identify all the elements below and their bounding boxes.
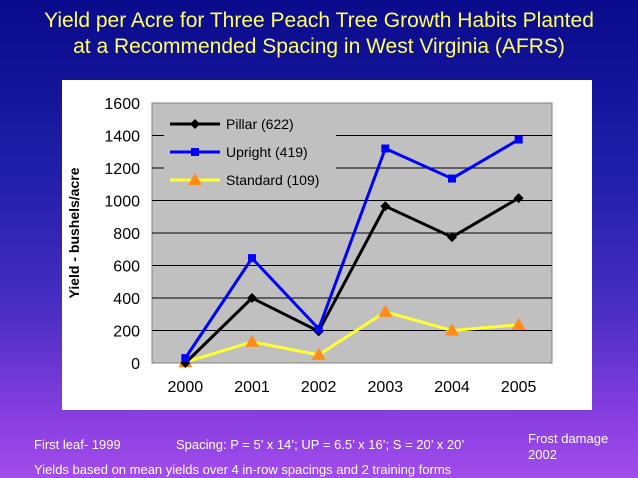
y-tick-label: 1400 [104,129,140,146]
x-tick-label: 2003 [368,379,404,396]
legend-label-pillar: Pillar (622) [226,116,294,132]
data-point-pillar [513,193,524,204]
y-tick-label: 1600 [104,96,140,113]
spacing-note: Spacing: P = 5’ x 14’; UP = 6.5’ x 16’; … [176,437,465,452]
legend-label-standard: Standard (109) [226,172,319,188]
x-tick-label: 2000 [168,379,204,396]
data-point-pillar [247,293,257,303]
data-point-pillar [380,201,391,212]
data-point-upright [448,174,456,183]
slide-title-line-2: at a Recommended Spacing in West Virgini… [73,35,565,58]
y-tick-label: 1000 [104,194,140,211]
legend-marker-upright [191,148,199,156]
legend-marker-pillar [190,119,200,129]
y-tick-label: 600 [113,259,140,276]
series-line-pillar [184,196,520,365]
y-tick-label: 800 [113,226,140,243]
y-tick-label: 1200 [104,161,140,178]
y-tick-label: 400 [113,291,140,308]
slide-title: Yield per Acre for Three Peach Tree Grow… [0,8,638,60]
first-leaf-note: First leaf- 1999 [34,437,121,452]
data-point-upright [314,324,323,333]
data-point-upright [181,354,190,363]
line-chart: 0 200 400 600 800 1000 1200 1400 1600 2000 2001 200… [66,96,553,396]
y-tick-label: 0 [131,356,140,373]
data-point-standard [511,317,526,330]
y-tick-label: 200 [113,324,140,341]
series-line-upright [184,138,520,359]
data-point-upright [381,144,390,153]
data-point-pillar [447,232,457,243]
data-point-standard [445,323,459,336]
chart-panel: 0 200 400 600 800 1000 1200 1400 1600 2000 2001 200… [62,80,592,410]
yields-note: Yields based on mean yields over 4 in-ro… [34,462,452,477]
x-tick-label: 2004 [434,379,470,396]
slide-title-line-1: Yield per Acre for Three Peach Tree Grow… [44,9,594,32]
y-axis-label: Yield - bushels/acre [66,167,82,298]
data-point-standard [311,347,326,360]
x-tick-label: 2002 [301,379,337,396]
x-tick-label: 2005 [501,379,537,396]
data-point-standard [378,304,393,317]
legend-marker-standard [188,173,202,185]
series-line-standard [184,310,519,364]
data-point-standard [245,334,259,347]
legend-label-upright: Upright (419) [226,144,308,160]
data-point-upright [248,254,256,263]
frost-damage-note: Frost damage 2002 [528,431,609,462]
data-point-upright [514,135,523,144]
x-tick-label: 2001 [234,379,270,396]
